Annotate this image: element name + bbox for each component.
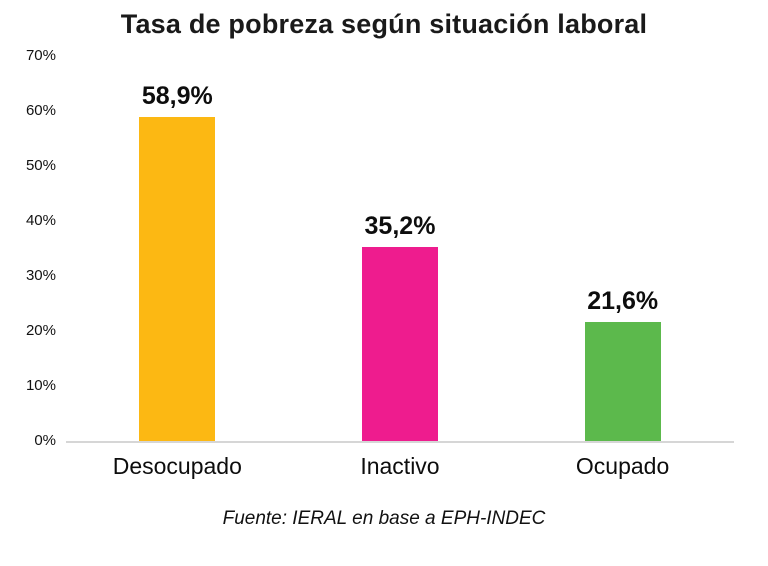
chart-title: Tasa de pobreza según situación laboral bbox=[120, 9, 648, 39]
bar-value-label-desocupado: 58,9% bbox=[141, 82, 213, 111]
bar-group-desocupado: 58,9% bbox=[66, 82, 289, 441]
y-axis-tick: 60% bbox=[25, 102, 56, 119]
plot-area: 58,9% 35,2% 21,6% bbox=[66, 56, 734, 443]
chart-area: 70% 60% 50% 40% 30% 20% 10% 0% 58,9% 35,2% 21,6… bbox=[0, 47, 768, 449]
x-axis-label-ocupado: Ocupado bbox=[575, 453, 670, 479]
y-axis: 70% 60% 50% 40% 30% 20% 10% 0% bbox=[12, 47, 66, 449]
y-axis-tick: 20% bbox=[25, 322, 56, 339]
x-axis-label-desocupado: Desocupado bbox=[112, 453, 242, 479]
y-axis-tick: 0% bbox=[34, 432, 56, 449]
bar-group-inactivo: 35,2% bbox=[289, 212, 512, 441]
y-axis-tick: 50% bbox=[25, 157, 56, 174]
bar-value-label-ocupado: 21,6% bbox=[587, 287, 659, 316]
bar-ocupado bbox=[584, 322, 661, 441]
bar-desocupado bbox=[139, 117, 216, 441]
x-axis: Desocupado Inactivo Ocupado bbox=[0, 453, 768, 480]
x-axis-label-inactivo: Inactivo bbox=[360, 453, 440, 479]
y-axis-tick: 30% bbox=[25, 267, 56, 284]
bar-value-label-inactivo: 35,2% bbox=[364, 212, 436, 241]
y-axis-tick: 40% bbox=[25, 212, 56, 229]
y-axis-tick: 70% bbox=[25, 47, 56, 64]
bar-inactivo bbox=[361, 247, 438, 441]
y-axis-tick: 10% bbox=[25, 377, 56, 394]
bar-group-ocupado: 21,6% bbox=[511, 287, 734, 441]
source-caption: Fuente: IERAL en base a EPH-INDEC bbox=[222, 508, 546, 529]
